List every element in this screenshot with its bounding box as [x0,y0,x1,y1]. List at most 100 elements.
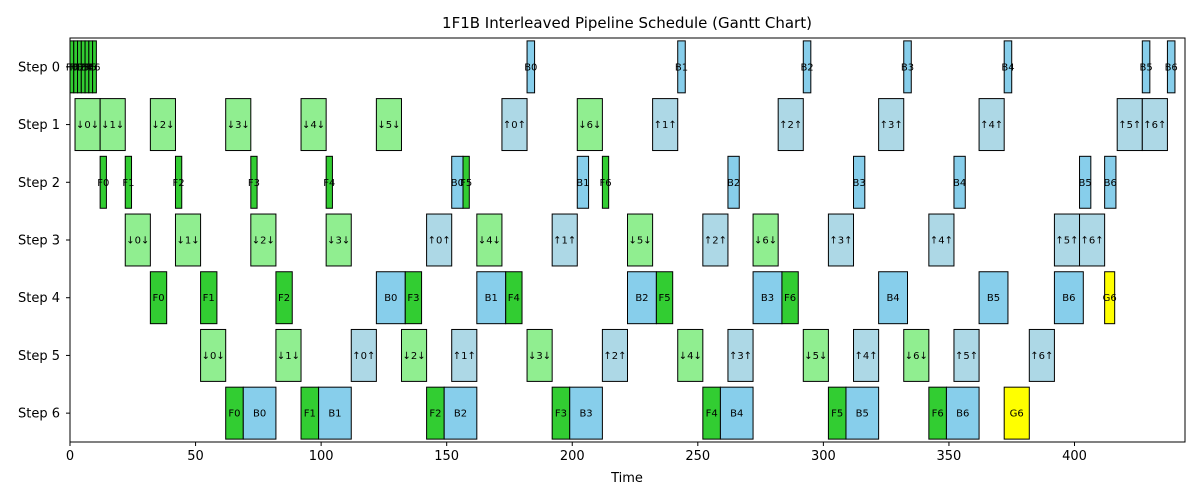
task-bar [149,98,176,152]
task-bar [576,155,590,209]
task-label: G6 [1103,293,1117,304]
task-bar [404,271,423,325]
task-label: ↑2↑ [704,236,727,247]
task-label: ↓4↓ [478,236,501,247]
plot-frame [69,37,1186,443]
task-label: F5 [658,293,670,304]
task-bar [945,386,980,440]
task-label: B4 [730,409,743,420]
x-tick-label: 100 [309,449,334,464]
task-label: F6 [784,293,796,304]
task-bar [1104,155,1117,209]
task-label: ↓1↓ [176,236,199,247]
task-bar [200,328,227,382]
task-bar [1028,328,1055,382]
task-bar [576,98,603,152]
task-label: ↑5↑ [955,351,978,362]
task-bar [350,328,377,382]
task-label: ↓1↓ [101,120,124,131]
y-tick-label: Step 0 [18,60,60,75]
task-label: B2 [727,178,740,189]
task-label: B1 [675,62,688,73]
task-bar [601,328,629,382]
task-label: B4 [1001,62,1014,73]
task-label: ↑1↑ [654,120,677,131]
task-label: ↑3↑ [729,351,752,362]
task-label: G6 [1010,409,1024,420]
task-label: B1 [485,293,498,304]
task-bar [727,155,740,209]
task-label: ↑4↑ [855,351,878,362]
task-label: B2 [800,62,813,73]
task-label: ↓2↓ [402,351,425,362]
x-tick-label: 0 [66,449,74,464]
task-bar [275,271,293,325]
task-bar [1141,40,1151,94]
task-label: ↓0↓ [202,351,225,362]
task-label: ↑3↑ [880,120,903,131]
task-bar [174,213,202,267]
y-tick-label: Step 4 [18,291,60,306]
task-bar [124,155,133,209]
task-label: ↑4↑ [980,120,1003,131]
task-label: F2 [173,178,185,189]
task-label: B2 [454,409,467,420]
task-label: F4 [508,293,520,304]
task-label: ↓2↓ [252,236,275,247]
task-label: F0 [228,409,240,420]
task-label: B4 [886,293,899,304]
task-bar [462,155,470,209]
task-bar [702,213,729,267]
task-label: F6 [932,409,944,420]
task-label: F3 [407,293,419,304]
task-bar [802,40,812,94]
task-label: ↑3↑ [829,236,852,247]
task-label: F4 [323,178,335,189]
task-bar [781,271,799,325]
task-label: ↑4↑ [930,236,953,247]
task-label: ↑6↑ [1143,120,1166,131]
task-bar [99,98,126,152]
task-label: F3 [555,409,567,420]
task-bar [752,213,779,267]
task-bar [325,155,333,209]
task-bar [1104,271,1116,325]
task-bar [501,98,528,152]
task-label: B5 [1139,62,1152,73]
task-label: B6 [956,409,969,420]
task-bar [476,271,507,325]
task-label: F5 [831,409,843,420]
task-bar [777,98,804,152]
task-label: F5 [460,178,472,189]
task-label: B5 [1079,178,1092,189]
task-label: ↓6↓ [905,351,928,362]
x-tick-label: 150 [434,449,459,464]
task-label: B0 [253,409,266,420]
task-label: B5 [856,409,869,420]
task-label: ↑0↑ [428,236,451,247]
task-label: ↓1↓ [277,351,300,362]
task-bar [476,213,503,267]
task-label: F1 [70,62,82,73]
task-label: B3 [901,62,914,73]
task-label: ↓4↓ [679,351,702,362]
task-label: F1 [203,293,215,304]
task-bar [1116,98,1143,152]
task-bar [74,98,101,152]
task-label: F4 [81,62,93,73]
task-label: B0 [451,178,464,189]
x-tick-label: 250 [685,449,710,464]
task-bar [601,155,610,209]
task-label: F6 [599,178,611,189]
task-bar [677,328,704,382]
task-bar [1003,40,1013,94]
task-bar [903,328,930,382]
task-label: ↓3↓ [528,351,551,362]
task-label: F3 [77,62,89,73]
task-bar [250,155,258,209]
task-label: B2 [635,293,648,304]
task-bar [375,98,402,152]
x-tick-label: 300 [811,449,836,464]
task-label: ↑6↑ [1030,351,1053,362]
task-label: B4 [953,178,966,189]
